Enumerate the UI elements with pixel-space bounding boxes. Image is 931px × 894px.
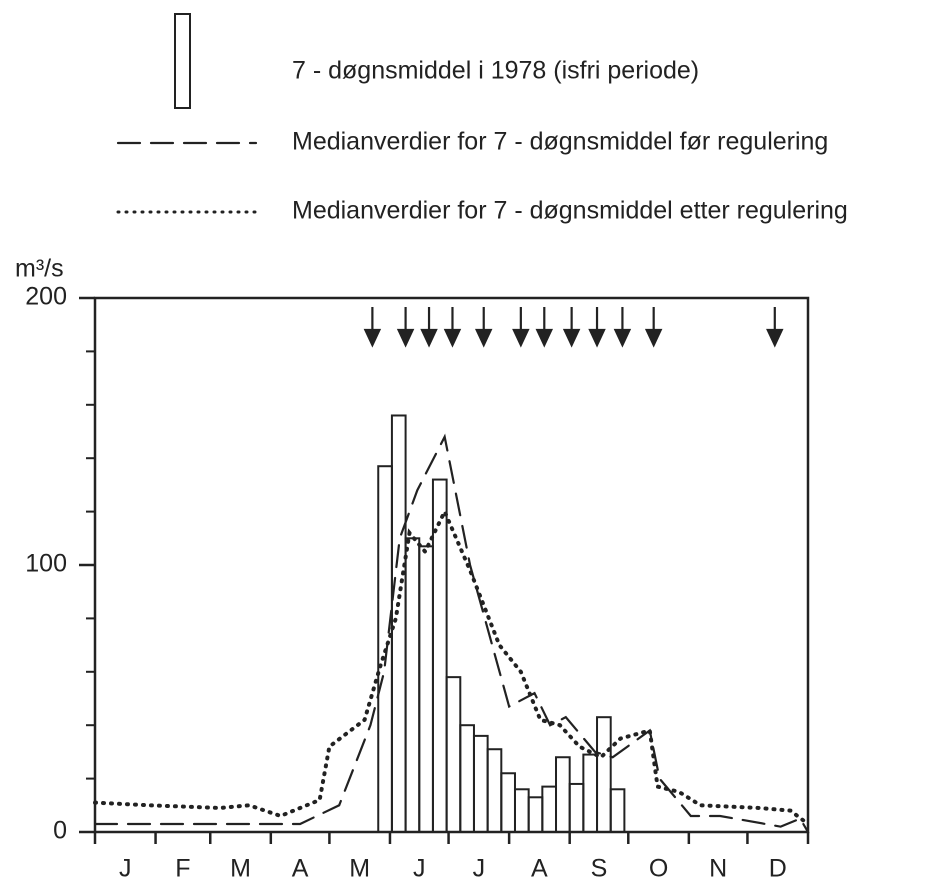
bar: [418, 545, 434, 833]
legend-label: Medianverdier for 7 - døgnsmiddel etter …: [292, 197, 848, 225]
bar: [445, 676, 462, 834]
legend-label: Medianverdier for 7 - døgnsmiddel før re…: [292, 128, 828, 156]
legend-bar-icon: [174, 13, 191, 109]
plot-frame: [93, 296, 810, 834]
arrow: [396, 307, 415, 348]
bar: [582, 753, 599, 834]
arrow: [644, 307, 663, 348]
y-tick-label: 100: [25, 550, 67, 578]
y-axis-label: m³/s: [15, 255, 64, 283]
bar: [527, 796, 544, 833]
arrow: [535, 307, 554, 348]
bar: [609, 788, 626, 834]
bar: [596, 716, 612, 833]
arrow: [443, 307, 462, 348]
x-tick-label: A: [531, 855, 548, 883]
arrow: [512, 307, 530, 348]
bar: [513, 788, 530, 834]
bar: [404, 537, 421, 833]
bar: [472, 734, 489, 834]
arrow-shape: [443, 307, 462, 348]
line-dotted: [93, 506, 810, 826]
arrow: [475, 307, 493, 348]
x-tick-label: M: [349, 855, 370, 883]
bar: [459, 724, 475, 834]
legend-label: 7 - døgnsmiddel i 1978 (isfri periode): [292, 57, 699, 85]
arrow-shape: [766, 307, 784, 348]
bar: [500, 772, 516, 834]
x-tick-label: J: [119, 855, 132, 883]
x-tick-label: D: [769, 855, 787, 883]
x-tick-label: N: [709, 855, 727, 883]
arrow: [588, 307, 606, 348]
bar: [568, 782, 585, 834]
y-tick-label: 200: [25, 283, 67, 311]
arrow-shape: [420, 307, 438, 348]
x-tick-label: M: [230, 855, 251, 883]
arrow-shape: [512, 307, 530, 348]
arrow-shape: [588, 307, 606, 348]
arrow-shape: [363, 307, 382, 348]
bar: [390, 414, 407, 833]
x-tick-label: A: [292, 855, 309, 883]
bar: [431, 478, 448, 833]
arrow: [766, 307, 784, 348]
arrow: [562, 307, 581, 348]
arrow-shape: [396, 307, 415, 348]
arrow-shape: [644, 307, 663, 348]
x-tick-label: F: [175, 855, 190, 883]
line-dashed: [93, 433, 810, 834]
arrow-shape: [475, 307, 493, 348]
bar: [555, 756, 571, 833]
arrow: [363, 307, 382, 348]
y-tick-label: 0: [53, 817, 67, 845]
bar: [541, 785, 558, 833]
x-tick-label: S: [591, 855, 608, 883]
x-tick-label: O: [649, 855, 668, 883]
arrow-shape: [613, 307, 632, 348]
arrow-shape: [562, 307, 581, 348]
x-tick-label: J: [473, 855, 486, 883]
arrow-shape: [535, 307, 554, 348]
x-tick-label: J: [413, 855, 426, 883]
bar: [486, 748, 503, 833]
arrow: [420, 307, 438, 348]
arrow: [613, 307, 632, 348]
